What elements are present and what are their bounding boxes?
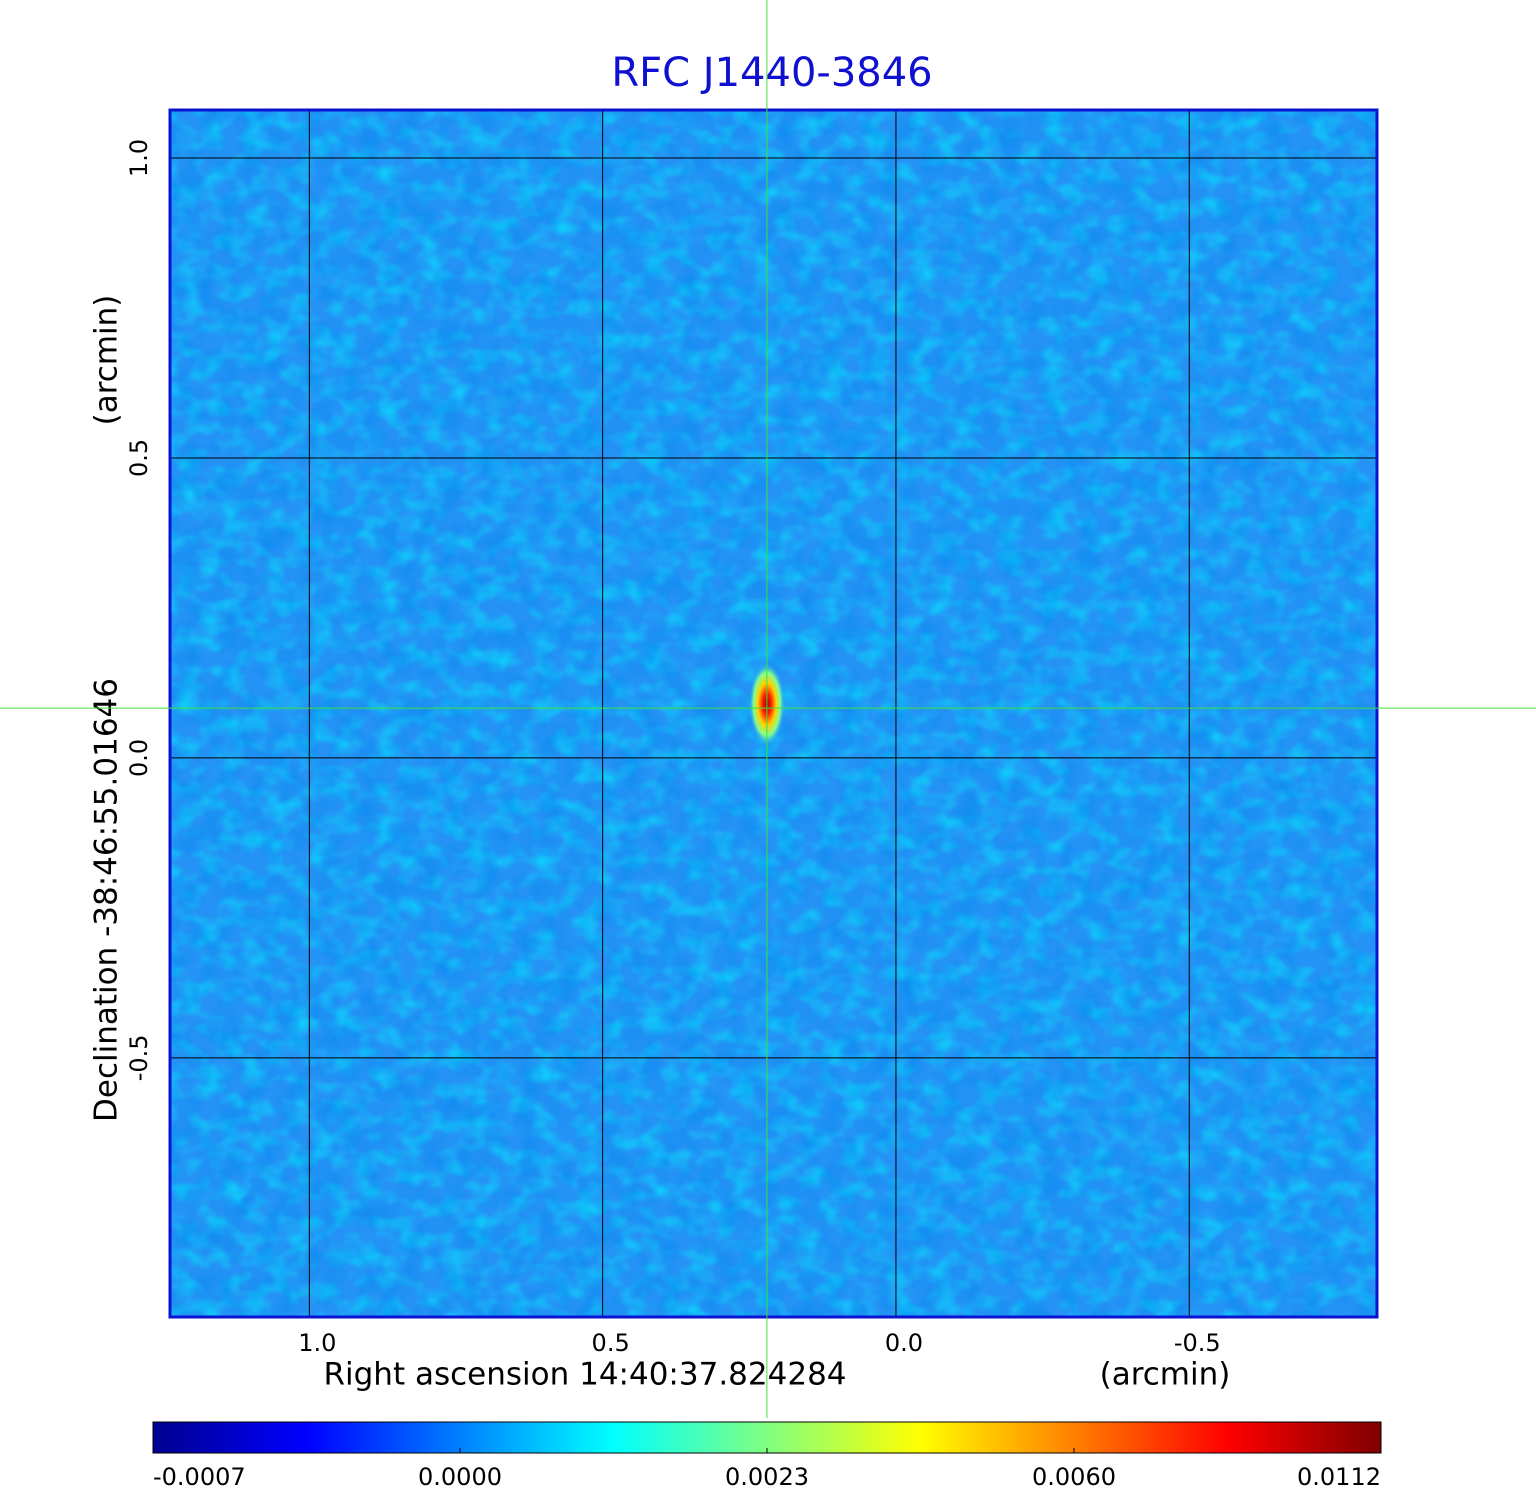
y-axis-unit: (arcmin) bbox=[89, 295, 125, 426]
y-axis-label: Declination -38:46:55.01646 bbox=[89, 678, 125, 1122]
y-tick-label: 0.5 bbox=[125, 439, 153, 477]
colorbar-tick-label: 0.0112 bbox=[1297, 1463, 1381, 1491]
plot-border bbox=[168, 108, 1379, 1319]
colorbar-tick-label: 0.0060 bbox=[1032, 1463, 1116, 1491]
x-tick-label: -0.5 bbox=[1174, 1329, 1221, 1357]
y-tick-label: -0.5 bbox=[125, 1034, 153, 1081]
chart-title: RFC J1440-3846 bbox=[611, 50, 932, 96]
y-tick-label: 0.0 bbox=[125, 739, 153, 777]
y-tick-label: 1.0 bbox=[125, 139, 153, 177]
x-tick-label: 0.5 bbox=[592, 1329, 630, 1357]
colorbar-tick-label: -0.0007 bbox=[153, 1463, 246, 1491]
colorbar-tick-label: 0.0000 bbox=[418, 1463, 502, 1491]
x-axis-unit: (arcmin) bbox=[1100, 1357, 1231, 1393]
x-axis-label: Right ascension 14:40:37.824284 bbox=[323, 1357, 846, 1393]
colorbar-tick-label: 0.0023 bbox=[725, 1463, 809, 1491]
x-tick-label: 0.0 bbox=[885, 1329, 923, 1357]
x-tick-label: 1.0 bbox=[298, 1329, 336, 1357]
plot-area bbox=[170, 110, 1377, 1317]
